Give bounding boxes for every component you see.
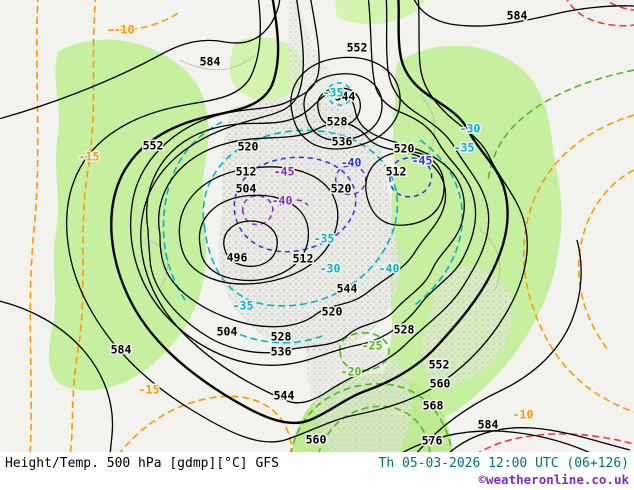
temp-contour-label: -35 [323, 86, 344, 100]
temp-contour-label: -40 [272, 194, 293, 208]
height-contour-label: 544 [274, 389, 295, 403]
height-contour-label: 584 [111, 343, 132, 357]
temp-contour-label: -15 [79, 150, 100, 164]
map-title: Height/Temp. 500 hPa [gdmp][°C] GFS [5, 456, 279, 471]
copyright-link[interactable]: ©weatheronline.co.uk [478, 472, 629, 487]
temp-contours-orange [29, 0, 634, 452]
height-contour-label: 528 [327, 115, 348, 129]
temp-contour-label: -40 [341, 156, 362, 170]
height-contour-label: 520 [331, 182, 352, 196]
temp-contours-red [478, 0, 634, 452]
temp-contour-label: -10 [513, 408, 534, 422]
footer-line-2: ©weatheronline.co.uk [5, 472, 629, 488]
height-contour-label: 552 [347, 41, 368, 55]
height-contour-label: 504 [236, 182, 257, 196]
height-contour-label: 528 [271, 330, 292, 344]
temp-contour-label: -45 [412, 154, 433, 168]
temp-contour-label: -20 [341, 365, 362, 379]
temp-contours-green [289, 69, 634, 452]
height-contour-label: 544 [335, 90, 356, 104]
height-contour-label: 520 [322, 305, 343, 319]
footer-bar: Height/Temp. 500 hPa [gdmp][°C] GFS Th 0… [0, 452, 634, 490]
height-contours [0, 0, 634, 452]
temp-contours-blue [233, 156, 433, 253]
height-contour-label: 536 [271, 345, 292, 359]
valid-time: Th 05-03-2026 12:00 UTC (06+126) [378, 456, 629, 471]
height-contour-label: 544 [337, 282, 358, 296]
height-contour-label: 520 [394, 142, 415, 156]
height-contour-label: 528 [394, 323, 415, 337]
height-contour-label: 512 [386, 165, 407, 179]
temp-contour-label: -10 [114, 23, 135, 37]
height-contour-label: 568 [423, 399, 444, 413]
temp-contours-purple [241, 165, 367, 226]
temp-contour-label: -15 [139, 383, 160, 397]
height-contour-label: 512 [236, 165, 257, 179]
temp-contour-label: -40 [379, 262, 400, 276]
height-contour-label: 552 [143, 139, 164, 153]
height-contour-label: 504 [217, 325, 238, 339]
height-contour-label: 560 [306, 433, 327, 447]
height-contour-label: 584 [200, 55, 221, 69]
height-contour-label: 552 [429, 358, 450, 372]
map-area: 584 584 552 544 528 536 552 520 520 512 512 504 520 4… [0, 0, 634, 452]
height-contour-label: 496 [227, 251, 248, 265]
temp-contour-label: -35 [454, 141, 475, 155]
temp-contour-label: -30 [460, 122, 481, 136]
height-contour-label: 512 [293, 252, 314, 266]
temp-contour-label: -25 [362, 339, 383, 353]
terrain-texture [218, 0, 513, 452]
height-contour-label: 584 [478, 418, 499, 432]
height-contour-label: 560 [430, 377, 451, 391]
temp-contour-label: -35 [233, 299, 254, 313]
temp-contour-label: -30 [320, 262, 341, 276]
height-contour-label: 584 [507, 9, 528, 23]
height-contour-label: 520 [238, 140, 259, 154]
footer-line-1: Height/Temp. 500 hPa [gdmp][°C] GFS Th 0… [5, 455, 629, 472]
height-contour-label: 536 [332, 135, 353, 149]
temp-contour-label: -45 [274, 165, 295, 179]
temp-contour-label: -35 [314, 232, 335, 246]
height-contour-label: 576 [422, 434, 443, 448]
temp-contours-cyan [162, 82, 464, 344]
